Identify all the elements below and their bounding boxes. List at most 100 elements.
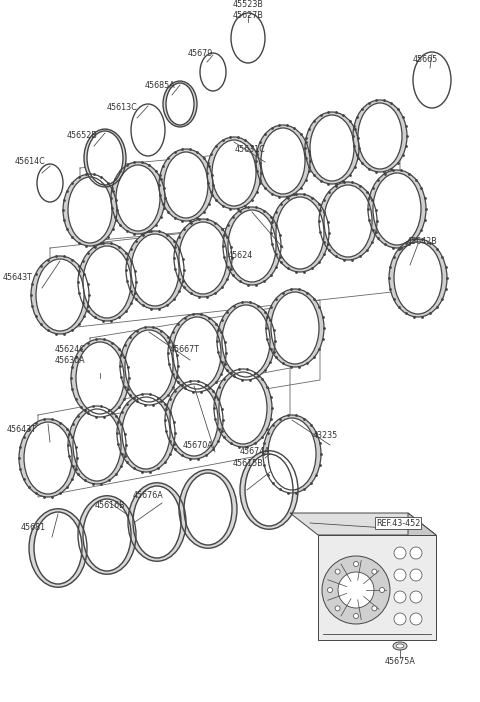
- Circle shape: [410, 547, 422, 559]
- Text: 45616B: 45616B: [95, 501, 125, 510]
- Ellipse shape: [413, 52, 451, 108]
- Ellipse shape: [353, 100, 407, 172]
- Text: 43235: 43235: [312, 432, 337, 440]
- Text: 45679: 45679: [187, 48, 213, 58]
- Text: 45624C
45630A: 45624C 45630A: [55, 345, 85, 365]
- Text: 45652B: 45652B: [67, 131, 97, 140]
- Circle shape: [353, 614, 359, 618]
- Text: 45674A: 45674A: [240, 446, 270, 456]
- Ellipse shape: [128, 483, 186, 562]
- Ellipse shape: [31, 256, 89, 334]
- Ellipse shape: [266, 289, 324, 367]
- Circle shape: [322, 556, 390, 624]
- Circle shape: [335, 606, 340, 611]
- Ellipse shape: [116, 165, 160, 231]
- Ellipse shape: [71, 339, 129, 417]
- Ellipse shape: [245, 454, 293, 526]
- Text: 45631C: 45631C: [235, 145, 265, 154]
- Ellipse shape: [29, 509, 87, 588]
- Ellipse shape: [159, 149, 213, 221]
- Text: 45642B: 45642B: [407, 237, 437, 246]
- Ellipse shape: [68, 177, 112, 243]
- Circle shape: [394, 613, 406, 625]
- Ellipse shape: [131, 234, 179, 306]
- Text: 45675A: 45675A: [384, 658, 415, 666]
- Text: 45670A: 45670A: [182, 440, 214, 449]
- Ellipse shape: [73, 409, 121, 481]
- Circle shape: [394, 547, 406, 559]
- Ellipse shape: [63, 174, 117, 246]
- Ellipse shape: [231, 13, 265, 63]
- Ellipse shape: [111, 162, 165, 234]
- Circle shape: [410, 569, 422, 581]
- Ellipse shape: [78, 243, 136, 321]
- Ellipse shape: [24, 422, 72, 494]
- Circle shape: [410, 613, 422, 625]
- Polygon shape: [408, 513, 436, 640]
- Ellipse shape: [271, 194, 329, 272]
- Ellipse shape: [87, 131, 123, 185]
- Ellipse shape: [310, 115, 354, 181]
- Ellipse shape: [78, 496, 136, 574]
- Text: 45676A: 45676A: [132, 491, 163, 500]
- Ellipse shape: [305, 112, 359, 184]
- Ellipse shape: [389, 239, 447, 317]
- Ellipse shape: [256, 125, 310, 197]
- Ellipse shape: [358, 103, 402, 169]
- Ellipse shape: [122, 397, 170, 469]
- Circle shape: [353, 562, 359, 567]
- Circle shape: [338, 572, 374, 608]
- Ellipse shape: [19, 419, 77, 497]
- Ellipse shape: [324, 185, 372, 257]
- Ellipse shape: [228, 210, 276, 282]
- Ellipse shape: [168, 314, 226, 392]
- Ellipse shape: [214, 369, 272, 447]
- Text: 45523B
45627B: 45523B 45627B: [233, 0, 264, 20]
- Ellipse shape: [394, 242, 442, 314]
- Ellipse shape: [163, 81, 197, 127]
- Text: 45614C: 45614C: [14, 157, 46, 166]
- Ellipse shape: [179, 470, 237, 548]
- Text: 45667T: 45667T: [170, 345, 200, 355]
- Circle shape: [372, 606, 377, 611]
- Ellipse shape: [393, 642, 407, 650]
- Ellipse shape: [200, 53, 226, 91]
- Ellipse shape: [131, 104, 165, 156]
- Ellipse shape: [184, 473, 232, 545]
- Text: REF.43-452: REF.43-452: [376, 519, 420, 527]
- Text: 45665: 45665: [412, 55, 438, 65]
- Circle shape: [394, 591, 406, 603]
- Polygon shape: [290, 513, 436, 535]
- Ellipse shape: [179, 222, 227, 294]
- Ellipse shape: [173, 317, 221, 389]
- Ellipse shape: [368, 170, 426, 248]
- Ellipse shape: [164, 152, 208, 218]
- Ellipse shape: [120, 327, 178, 405]
- Text: 45685A: 45685A: [144, 81, 175, 89]
- Circle shape: [410, 591, 422, 603]
- Ellipse shape: [261, 128, 305, 194]
- Ellipse shape: [223, 207, 281, 285]
- Ellipse shape: [373, 173, 421, 245]
- Ellipse shape: [174, 219, 232, 297]
- Ellipse shape: [165, 381, 223, 459]
- Ellipse shape: [37, 164, 63, 202]
- Ellipse shape: [268, 418, 316, 490]
- Circle shape: [335, 569, 340, 574]
- Ellipse shape: [133, 486, 181, 558]
- Ellipse shape: [170, 384, 218, 456]
- Text: 45613C: 45613C: [107, 103, 137, 112]
- Ellipse shape: [76, 342, 124, 414]
- Ellipse shape: [83, 246, 131, 318]
- Ellipse shape: [212, 140, 256, 206]
- Text: 45624: 45624: [228, 251, 252, 260]
- Ellipse shape: [319, 182, 377, 260]
- Ellipse shape: [207, 137, 261, 209]
- Ellipse shape: [222, 305, 270, 377]
- Polygon shape: [318, 535, 436, 640]
- Ellipse shape: [125, 330, 173, 402]
- Circle shape: [380, 588, 384, 592]
- Ellipse shape: [117, 394, 175, 472]
- Ellipse shape: [126, 231, 184, 309]
- Text: 45643T: 45643T: [3, 274, 33, 282]
